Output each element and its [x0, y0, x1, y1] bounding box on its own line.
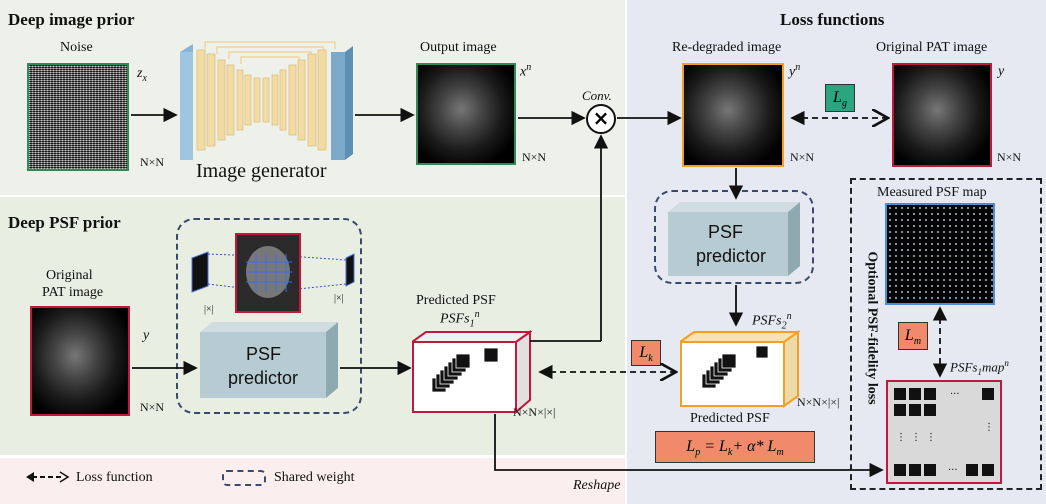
original-pat-label-2: PAT image — [42, 285, 104, 300]
svg-text:···: ··· — [948, 465, 958, 476]
redegraded-image — [682, 63, 784, 167]
svg-text:⋮: ⋮ — [984, 422, 994, 433]
lg-badge: Lg — [825, 84, 855, 112]
predicted-psf-loss-size: N×N×|×| — [797, 395, 840, 409]
svg-text:⋮: ⋮ — [926, 432, 936, 443]
original-left-size-label: N×N — [140, 400, 165, 414]
predicted-psf-loss-stack — [680, 330, 800, 408]
loss-function-legend-label: Loss function — [76, 470, 153, 485]
output-size-label: N×N — [522, 150, 547, 164]
original-pat-image-top — [892, 63, 992, 167]
one-by-one-left: |×| — [204, 304, 214, 315]
measured-psf-label: Measured PSF map — [877, 185, 987, 200]
shared-weight-box-prior — [176, 218, 362, 414]
lm-badge: Lm — [898, 322, 928, 350]
deep-image-prior-title: Deep image prior — [8, 10, 135, 29]
noise-image — [27, 63, 129, 171]
convolution-icon: × — [586, 104, 616, 134]
psfs1-label: PSFs1n — [440, 309, 480, 330]
loss-functions-title: Loss functions — [780, 10, 885, 29]
psf-predictor-loss-label-2: predictor — [696, 246, 767, 266]
lp-formula: Lp = Lk+ α* Lm — [655, 431, 815, 463]
measured-psf-map — [885, 203, 995, 305]
noise-label: Noise — [60, 40, 93, 55]
psfs1map-label: PSFs1mapn — [950, 358, 1009, 377]
deep-psf-prior-title: Deep PSF prior — [8, 213, 121, 232]
receptive-field-illustration — [191, 233, 355, 313]
y-label-left: y — [143, 328, 150, 343]
shared-weight-legend-label: Shared weight — [274, 470, 355, 485]
optional-loss-box — [850, 178, 1042, 490]
reshape-label: Reshape — [573, 478, 621, 493]
psf-map-grid: ··· ⋮ ⋮ ⋮ ⋮ ··· — [886, 380, 1002, 484]
output-image — [416, 63, 516, 165]
xn-label: xn — [520, 62, 532, 80]
image-generator-network — [180, 41, 353, 160]
yn-label: yn — [789, 62, 801, 80]
original-pat-label: Original PAT image — [876, 40, 988, 55]
predicted-psf-loss-label: Predicted PSF — [690, 411, 770, 426]
psf-predictor-prior-label-2: predictor — [228, 368, 299, 388]
original-pat-label-1: Original — [46, 268, 93, 283]
redegraded-size-label: N×N — [790, 150, 815, 164]
psf-predictor-prior-label-1: PSF — [246, 344, 282, 364]
psf-predictor-loss-block — [668, 202, 800, 276]
svg-text:⋮: ⋮ — [896, 432, 906, 443]
predicted-psf-label: Predicted PSF — [416, 293, 496, 308]
original-pat-image-left — [30, 306, 130, 416]
zx-label: zx — [137, 66, 147, 84]
svg-text:⋮: ⋮ — [911, 432, 921, 443]
svg-text:···: ··· — [950, 389, 960, 400]
shared-weight-legend-swatch — [222, 470, 266, 486]
predicted-psf-stack — [412, 330, 532, 414]
psf-predictor-loss-label-1: PSF — [708, 222, 744, 242]
original-size-label: N×N — [997, 150, 1022, 164]
psfs2-label: PSFs2n — [752, 311, 792, 332]
y-label-top: y — [998, 64, 1005, 79]
conv-label: Conv. — [582, 88, 612, 103]
predicted-psf-size: N×N×|×| — [513, 405, 556, 419]
loss-function-legend-arrow — [26, 471, 70, 483]
lk-badge: Lk — [631, 340, 661, 366]
image-generator-label: Image generator — [196, 160, 327, 182]
redegraded-label: Re-degraded image — [672, 40, 782, 55]
optional-loss-title: Optional PSF-fidelity loss — [864, 251, 880, 405]
noise-size-label: N×N — [140, 155, 165, 169]
output-image-label: Output image — [420, 40, 497, 55]
psf-predictor-prior-block — [200, 322, 338, 398]
one-by-one-right: |×| — [334, 293, 344, 304]
